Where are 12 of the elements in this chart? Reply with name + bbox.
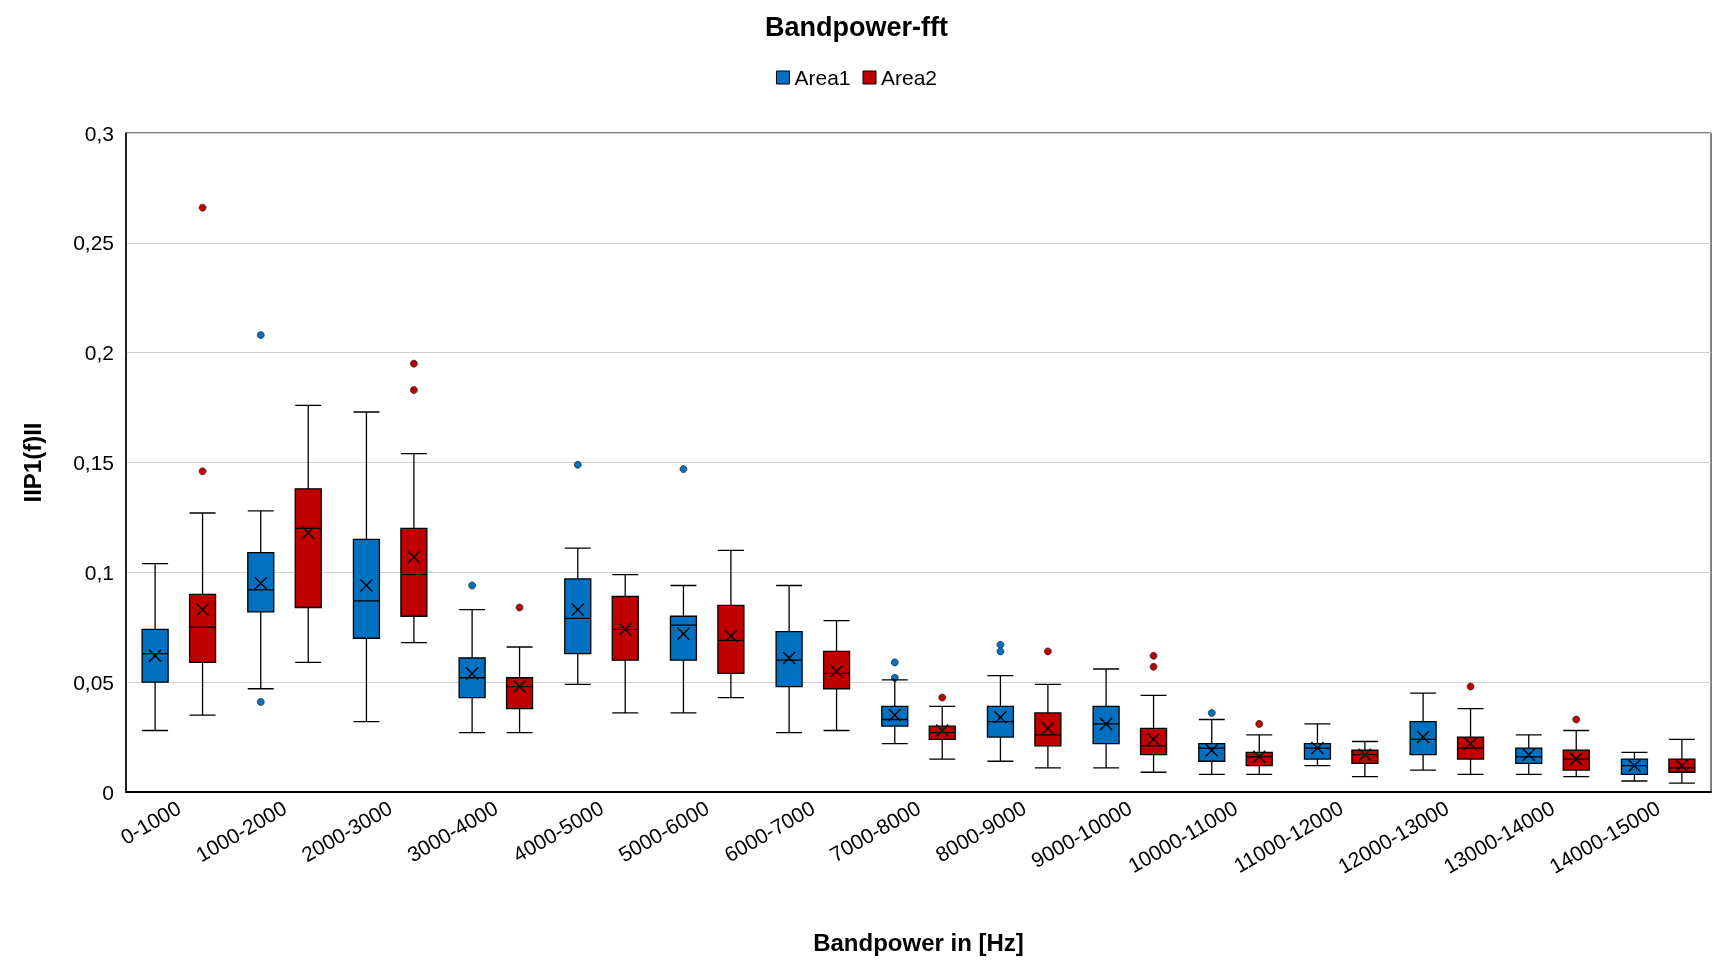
legend-label: Area2 [881, 66, 938, 89]
chart-title: Bandpower-fft [765, 11, 948, 42]
y-tick-label: 0,15 [73, 451, 114, 474]
y-tick-label: 0 [102, 780, 114, 804]
y-tick-label: 0,2 [84, 341, 114, 365]
y-tick-label: 0,25 [73, 231, 114, 255]
y-tick-label: 0,05 [73, 670, 114, 694]
y-tick-label: 0,1 [84, 560, 114, 584]
y-tick-label: 0,3 [84, 121, 114, 145]
legend-label: Area1 [794, 66, 851, 89]
y-axis-title: IIP1(f)II [18, 422, 46, 503]
x-axis-title: Bandpower in [Hz] [813, 928, 1024, 956]
